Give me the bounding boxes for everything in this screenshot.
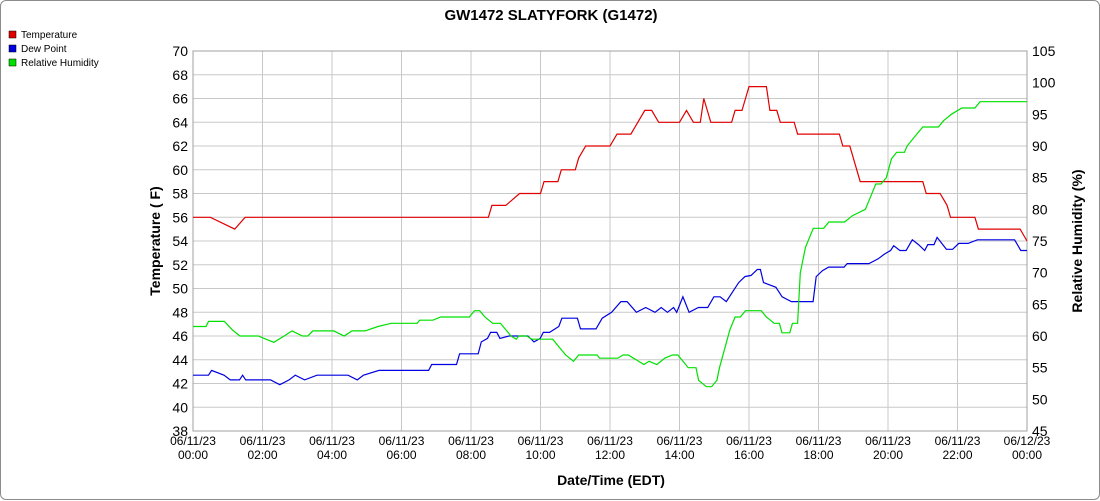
y-left-tick-label: 44 [172,352,188,368]
y-left-tick-label: 48 [172,304,188,320]
legend-label: Dew Point [21,44,67,55]
x-tick-time-label: 04:00 [317,448,347,462]
legend: Temperature Dew Point Relative Humidity [8,30,99,69]
x-tick-time-label: 02:00 [247,448,277,462]
x-tick-date-label: 06/11/23 [170,434,216,448]
y-left-tick-label: 70 [172,43,188,59]
series-line-temperature [193,85,1028,242]
y-right-tick-label: 75 [1032,233,1048,249]
x-tick-time-label: 18:00 [803,448,833,462]
y-left-tick-label: 50 [172,281,188,297]
y-right-tick-label: 50 [1032,391,1048,407]
y-right-tick-label: 65 [1032,296,1048,312]
y-right-tick-label: 70 [1032,265,1048,281]
x-tick-time-label: 00:00 [178,448,208,462]
x-tick-time-label: 22:00 [942,448,972,462]
x-tick-time-label: 06:00 [386,448,416,462]
y-left-tick-label: 64 [172,114,188,130]
y-right-tick-label: 60 [1032,328,1048,344]
legend-swatch [8,30,17,39]
x-tick-time-label: 14:00 [664,448,694,462]
y-left-tick-label: 68 [172,67,188,83]
y-right-tick-label: 80 [1032,201,1048,217]
x-tick-date-label: 06/11/23 [796,434,842,448]
y-left-tick-label: 42 [172,376,188,392]
series-line-dew-point [193,236,1027,386]
x-tick-date-label: 06/11/23 [865,434,911,448]
series-line-relative-humidity [193,101,1027,388]
y-left-tick-label: 56 [172,209,188,225]
y-right-tick-label: 45 [1032,423,1048,439]
x-tick-date-label: 06/11/23 [518,434,564,448]
x-tick-date-label: 06/11/23 [935,434,981,448]
y-left-tick-label: 58 [172,186,188,202]
x-tick-time-label: 08:00 [456,448,486,462]
x-tick-date-label: 06/11/23 [657,434,703,448]
x-tick-time-label: 20:00 [873,448,903,462]
y-right-tick-label: 85 [1032,170,1048,186]
y-right-tick-label: 100 [1032,75,1056,91]
x-tick-time-label: 12:00 [595,448,625,462]
y-right-tick-label: 95 [1032,106,1048,122]
legend-label: Relative Humidity [21,58,99,69]
x-tick-time-label: 16:00 [734,448,764,462]
y-left-tick-label: 54 [172,233,188,249]
legend-swatch [8,58,17,67]
y-left-tick-label: 60 [172,162,188,178]
y-right-tick-label: 55 [1032,360,1048,376]
legend-swatch [8,44,17,53]
x-tick-time-label: 00:00 [1012,448,1042,462]
y-axis-left-title: Temperature ( F) [147,186,163,295]
y-right-tick-label: 90 [1032,138,1048,154]
x-tick-date-label: 06/11/23 [726,434,772,448]
x-tick-date-label: 06/11/23 [240,434,286,448]
x-tick-date-label: 06/11/23 [587,434,633,448]
y-axis-right-title: Relative Humidity (%) [1069,169,1085,312]
series-lines [193,85,1028,388]
axes: 38 40 42 44 46 48 50 52 54 56 58 60 62 64 66 68 70 45 50 55… [170,43,1055,462]
y-left-tick-label: 52 [172,257,188,273]
y-left-tick-label: 62 [172,138,188,154]
x-tick-date-label: 06/11/23 [379,434,425,448]
x-tick-date-label: 06/11/23 [448,434,494,448]
chart-title: GW1472 SLATYFORK (G1472) [444,7,657,24]
x-tick-date-label: 06/12/23 [1004,434,1051,448]
y-left-tick-label: 40 [172,399,188,415]
gridlines [192,50,1028,432]
y-left-tick-label: 66 [172,91,188,107]
x-axis-title: Date/Time (EDT) [557,472,665,488]
x-tick-time-label: 10:00 [525,448,555,462]
y-right-tick-label: 105 [1032,43,1056,59]
legend-label: Temperature [21,30,78,41]
y-left-tick-label: 46 [172,328,188,344]
y-left-tick-label: 38 [172,423,188,439]
x-tick-date-label: 06/11/23 [309,434,355,448]
